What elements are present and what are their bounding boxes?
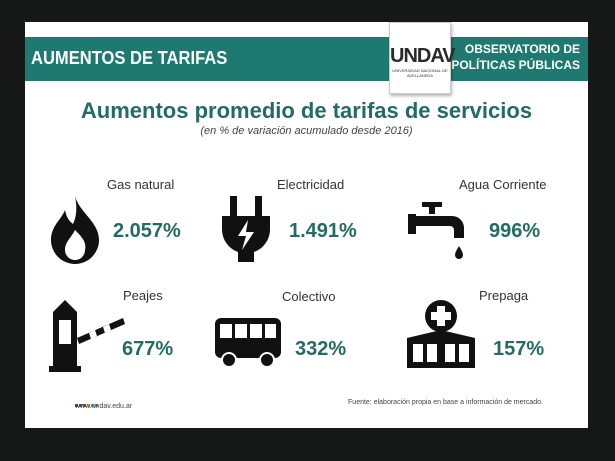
bus-icon [215, 318, 281, 368]
header-band: AUMENTOS DE TARIFAS OBSERVATORIO DE POLÍT… [25, 37, 588, 81]
main-title: Aumentos promedio de tarifas de servicio… [80, 98, 533, 123]
infographic-card: AUMENTOS DE TARIFAS OBSERVATORIO DE POLÍT… [25, 22, 588, 428]
medical-building-icon [407, 300, 475, 368]
footer-source: Fuente: elaboración propia en base a inf… [348, 399, 543, 406]
header-title: AUMENTOS DE TARIFAS [31, 48, 228, 68]
toll-value: 677% [122, 338, 174, 360]
undav-logo: UNDAV UNIVERSIDAD NACIONAL DE AVELLANEDA [389, 22, 456, 94]
footer-url[interactable]: www.undav.edu.ar [75, 403, 133, 410]
toll-barrier-icon [49, 300, 125, 372]
gas-value: 2.057% [113, 220, 181, 242]
toll-label: Peajes [123, 288, 163, 303]
bus-value: 332% [295, 338, 347, 360]
logo-text: UNDAV [390, 45, 456, 67]
plug-icon [222, 196, 270, 262]
electricity-value: 1.491% [289, 220, 357, 242]
water-label: Agua Corriente [459, 177, 547, 192]
bus-label: Colectivo [282, 289, 336, 304]
observatory-name: OBSERVATORIO DE POLÍTICAS PÚBLICAS [451, 41, 580, 73]
electricity-label: Electricidad [277, 177, 345, 192]
brand-color-dots [75, 394, 99, 412]
flame-icon [51, 196, 99, 264]
gas-label: Gas natural [107, 177, 175, 192]
faucet-icon [408, 202, 464, 259]
logo-subtext: UNIVERSIDAD NACIONAL DE AVELLANEDA [392, 68, 448, 78]
water-value: 996% [489, 220, 541, 242]
main-subtitle: (en % de variación acumulado desde 2016) [200, 125, 413, 137]
org-line-1: OBSERVATORIO DE [464, 42, 580, 56]
prepaga-value: 157% [493, 338, 545, 360]
org-line-2: POLÍTICAS PÚBLICAS [451, 58, 580, 72]
prepaga-label: Prepaga [479, 288, 529, 303]
